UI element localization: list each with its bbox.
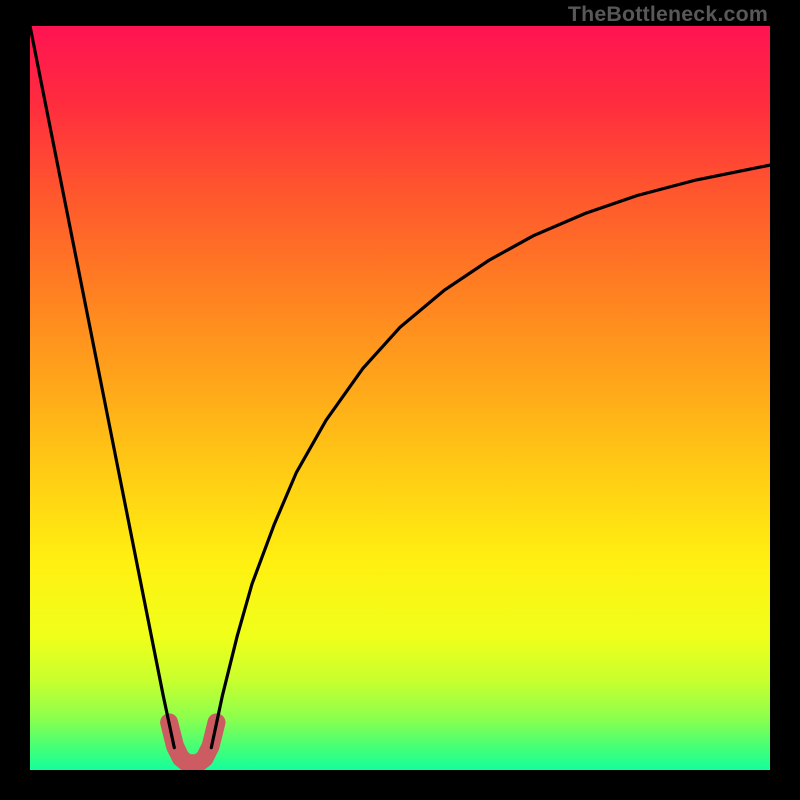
curve-left-branch <box>30 26 174 748</box>
watermark-text: TheBottleneck.com <box>568 2 768 27</box>
plot-area <box>30 26 770 770</box>
valley-marker <box>169 722 216 763</box>
outer-frame: TheBottleneck.com <box>0 0 800 800</box>
bottleneck-curve <box>30 26 770 770</box>
curve-right-branch <box>211 165 770 748</box>
